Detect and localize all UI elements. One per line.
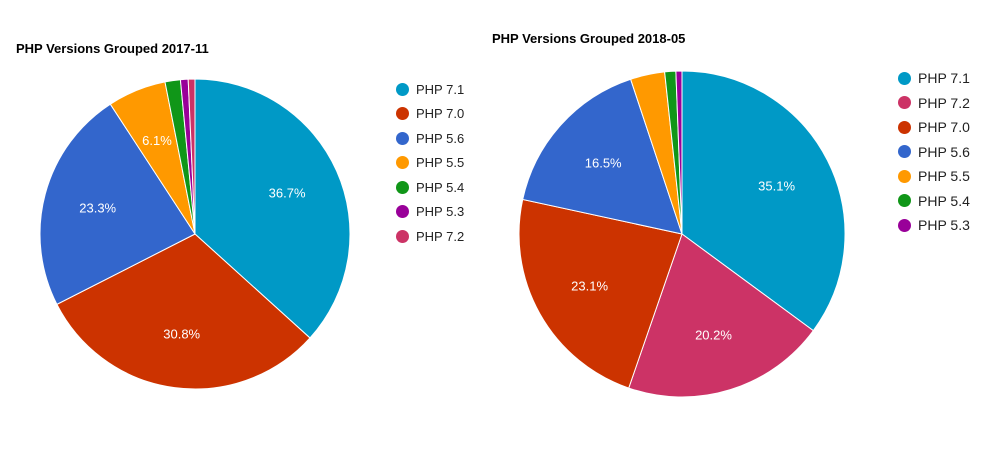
legend-swatch-icon <box>396 180 409 194</box>
pie-slice-php-5-3[interactable] <box>675 70 683 235</box>
legend-label: PHP 7.1 <box>918 70 970 87</box>
pie-slice-php-7-0[interactable] <box>56 233 311 390</box>
legend-item-php-5-5[interactable]: PHP 5.5 <box>898 164 970 189</box>
legend-label: PHP 5.3 <box>918 217 970 234</box>
legend-label: PHP 7.0 <box>918 119 970 136</box>
pie-chart: 36.7% 30.8% 23.3% 6.1% <box>39 78 351 390</box>
legend-swatch-icon <box>898 194 911 208</box>
legend-label: PHP 7.2 <box>416 228 465 244</box>
slice-label-php-7-1: 36.7% <box>269 186 306 201</box>
legend-label: PHP 7.0 <box>416 106 465 122</box>
legend-label: PHP 5.5 <box>416 155 465 171</box>
legend-label: PHP 5.6 <box>416 130 465 146</box>
slice-label-php-7-0: 23.1% <box>571 278 608 293</box>
legend-swatch-icon <box>898 169 911 183</box>
legend-item-php-7-1[interactable]: PHP 7.1 <box>898 66 970 91</box>
legend-label: PHP 7.2 <box>918 94 970 111</box>
legend-label: PHP 5.3 <box>416 204 465 220</box>
pie-slice-php-7-2[interactable] <box>628 233 814 398</box>
legend-swatch-icon <box>396 205 409 219</box>
pie-slice-php-7-2[interactable] <box>187 78 196 235</box>
legend-swatch-icon <box>898 145 911 159</box>
slice-label-php-7-0: 30.8% <box>163 326 200 341</box>
legend-label: PHP 5.6 <box>918 143 970 160</box>
pie-slice-php-7-1[interactable] <box>194 78 351 339</box>
pie-slice-php-7-1[interactable] <box>681 70 846 332</box>
legend-swatch-icon <box>898 71 911 85</box>
legend-swatch-icon <box>396 131 409 145</box>
pie-slice-php-5-6[interactable] <box>39 103 196 306</box>
legend-item-php-5-6[interactable]: PHP 5.6 <box>898 140 970 165</box>
legend-label: PHP 5.4 <box>918 192 970 209</box>
legend-item-php-5-5[interactable]: PHP 5.5 <box>396 151 464 176</box>
legend-label: PHP 5.5 <box>918 168 970 185</box>
chart-title: PHP Versions Grouped 2018-05 <box>492 31 686 46</box>
chart-panel-2018-05: PHP Versions Grouped 2018-05 35.1% 20.2% 2… <box>490 0 1004 471</box>
legend: PHP 7.1 PHP 7.0 PHP 5.6 PHP 5.5 PHP 5.4 PHP 5… <box>396 77 464 249</box>
legend-item-php-7-2[interactable]: PHP 7.2 <box>898 91 970 116</box>
slice-label-php-7-1: 35.1% <box>758 179 795 194</box>
slice-label-php-5-6: 16.5% <box>585 156 622 171</box>
slice-label-php-5-6: 23.3% <box>79 201 116 216</box>
legend-swatch-icon <box>396 107 409 121</box>
legend-swatch-icon <box>396 82 409 96</box>
chart-panel-2017-11: PHP Versions Grouped 2017-11 36.7% 30.8% 2… <box>0 0 490 471</box>
pie-slice-php-7-0[interactable] <box>518 198 683 389</box>
legend-item-php-7-2[interactable]: PHP 7.2 <box>396 224 464 249</box>
legend-item-php-7-0[interactable]: PHP 7.0 <box>396 102 464 127</box>
legend-item-php-5-3[interactable]: PHP 5.3 <box>898 213 970 238</box>
legend-swatch-icon <box>898 120 911 134</box>
legend-swatch-icon <box>898 218 911 232</box>
legend-swatch-icon <box>396 229 409 243</box>
legend-item-php-5-4[interactable]: PHP 5.4 <box>898 189 970 214</box>
chart-title: PHP Versions Grouped 2017-11 <box>16 41 209 56</box>
legend-item-php-5-4[interactable]: PHP 5.4 <box>396 175 464 200</box>
legend-item-php-7-0[interactable]: PHP 7.0 <box>898 115 970 140</box>
slice-label-php-7-2: 20.2% <box>695 328 732 343</box>
pie-slice-php-5-6[interactable] <box>522 78 683 235</box>
legend-label: PHP 7.1 <box>416 81 465 97</box>
legend: PHP 7.1 PHP 7.2 PHP 7.0 PHP 5.6 PHP 5.5 PHP 5… <box>898 66 970 238</box>
legend-swatch-icon <box>898 96 911 110</box>
legend-item-php-5-6[interactable]: PHP 5.6 <box>396 126 464 151</box>
pie-chart: 35.1% 20.2% 23.1% 16.5% <box>518 70 846 398</box>
legend-item-php-5-3[interactable]: PHP 5.3 <box>396 200 464 225</box>
slice-label-php-5-5: 6.1% <box>142 133 172 148</box>
legend-label: PHP 5.4 <box>416 179 465 195</box>
legend-swatch-icon <box>396 156 409 170</box>
legend-item-php-7-1[interactable]: PHP 7.1 <box>396 77 464 102</box>
